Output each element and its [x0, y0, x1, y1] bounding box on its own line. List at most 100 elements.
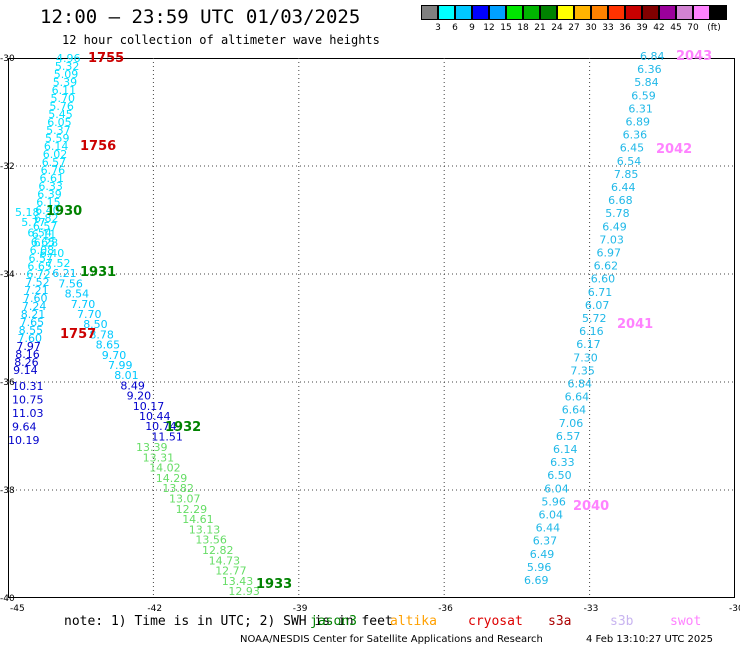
wave-height-label: 7.52 — [46, 257, 71, 270]
wave-height-label: 10.44 — [139, 410, 171, 423]
wave-height-label: 5.77 — [21, 216, 46, 229]
wave-height-label: 10.31 — [12, 380, 44, 393]
wave-height-label: 5.96 — [527, 561, 552, 574]
wave-height-label: 6.14 — [44, 140, 69, 153]
wave-height-label: 6.14 — [553, 443, 578, 456]
wave-height-label: 13.39 — [136, 441, 168, 454]
pass-time-label: 2042 — [656, 142, 692, 157]
wave-height-label: 5.37 — [46, 124, 71, 137]
legend-swatch — [574, 5, 591, 20]
wave-height-label: 6.54 — [27, 226, 52, 239]
wave-height-label: 14.02 — [149, 462, 181, 475]
legend-swatch — [693, 5, 710, 20]
wave-height-label: 5.72 — [582, 312, 607, 325]
x-tick-label: -36 — [438, 604, 453, 614]
wave-height-label: 9.70 — [102, 349, 127, 362]
legend-swatch — [489, 5, 506, 20]
legend-label: 27 — [568, 23, 580, 33]
pass-time-label: 1933 — [256, 577, 292, 592]
wave-height-label: 6.33 — [550, 456, 575, 469]
legend-swatch — [557, 5, 574, 20]
wave-height-label: 14.73 — [209, 554, 241, 567]
wave-height-label: 13.43 — [222, 575, 254, 588]
legend-label: 30 — [585, 23, 597, 33]
wave-height-label: 6.15 — [36, 196, 61, 209]
note-text: note: 1) Time is in UTC; 2) SWH is in fe… — [64, 614, 393, 629]
pass-time-label: 1757 — [60, 327, 96, 342]
wave-height-label: 6.49 — [530, 548, 555, 561]
wave-height-label: 6.84 — [640, 50, 665, 63]
wave-height-label: 7.70 — [77, 308, 102, 321]
wave-height-label: 6.07 — [585, 299, 610, 312]
wave-height-label: 7.06 — [559, 417, 584, 430]
credit-text: NOAA/NESDIS Center for Satellite Applica… — [240, 634, 543, 645]
legend-label: 36 — [619, 23, 631, 33]
wave-height-label: 6.59 — [631, 89, 656, 102]
wave-height-label: 6.40 — [35, 204, 60, 217]
wave-height-label: 6.36 — [637, 63, 662, 76]
wave-height-label: 7.99 — [108, 359, 133, 372]
satellite-name-altika: altika — [390, 614, 437, 629]
y-tick-label: -36 — [0, 378, 15, 388]
wave-height-label: 5.70 — [51, 92, 76, 105]
pass-time-label: 2040 — [573, 499, 609, 514]
wave-height-label: 6.57 — [42, 156, 66, 169]
legend-label: 12 — [483, 23, 495, 33]
wave-height-label: 6.31 — [628, 102, 653, 115]
legend-label: 9 — [469, 23, 475, 33]
legend-label: (ft) — [707, 23, 721, 33]
legend-swatch — [659, 5, 676, 20]
wave-height-label: 12.29 — [176, 503, 208, 516]
wave-height-label: 10.75 — [12, 394, 44, 407]
satellite-name-s3b: s3b — [610, 614, 634, 629]
wave-height-label: 5.09 — [54, 68, 79, 81]
legend-swatch — [591, 5, 608, 20]
legend-swatch — [608, 5, 625, 20]
wave-height-label: 7.56 — [58, 277, 83, 290]
wave-height-label: 6.11 — [32, 228, 57, 241]
wave-height-label: 6.50 — [547, 469, 572, 482]
wave-height-label: 6.28 — [34, 237, 59, 250]
wave-height-label: 6.72 — [26, 268, 51, 281]
wave-height-label: 6.08 — [30, 244, 54, 257]
wave-height-label: 6.76 — [41, 164, 66, 177]
wave-height-label: 5.76 — [49, 100, 74, 113]
legend-label: 70 — [687, 23, 699, 33]
y-tick-label: -38 — [0, 486, 15, 496]
wave-height-label: 11.51 — [151, 430, 183, 443]
legend-label: 39 — [636, 23, 648, 33]
wave-height-label: 7.97 — [16, 340, 41, 353]
legend-swatch — [625, 5, 642, 20]
wave-height-label: 7.52 — [25, 276, 50, 289]
wave-height-label: 5.59 — [45, 132, 70, 145]
wave-height-label: 8.21 — [21, 308, 46, 321]
satellite-name-cryosat: cryosat — [468, 614, 523, 629]
wave-height-label: 6.69 — [524, 574, 549, 587]
y-tick-label: -34 — [0, 270, 15, 280]
wave-height-label: 14.29 — [156, 472, 188, 485]
wave-height-label: 7.35 — [570, 364, 595, 377]
legend-label: 24 — [551, 23, 563, 33]
wave-height-label: 6.60 — [591, 273, 616, 286]
wave-height-label: 6.44 — [611, 181, 636, 194]
wave-height-label: 6.21 — [52, 267, 76, 280]
wave-height-label: 6.49 — [602, 220, 627, 233]
wave-height-label: 7.30 — [573, 351, 598, 364]
pass-time-label: 1756 — [80, 139, 116, 154]
wave-height-label: 5.96 — [541, 495, 566, 508]
legend-swatch — [523, 5, 540, 20]
y-tick-label: -30 — [0, 54, 15, 64]
wave-height-label: 5.32 — [55, 60, 80, 73]
map-plot-frame — [8, 58, 735, 598]
x-tick-label: -39 — [293, 604, 308, 614]
wave-height-label: 6.17 — [576, 338, 601, 351]
wave-height-label: 12.77 — [215, 565, 247, 578]
pass-time-label: 1755 — [88, 51, 124, 66]
y-tick-label: -32 — [0, 162, 15, 172]
pass-time-label: 2043 — [676, 49, 712, 64]
wave-height-label: 6.33 — [38, 180, 63, 193]
wave-height-label: 6.36 — [623, 129, 648, 142]
wave-height-label: 6.57 — [556, 430, 581, 443]
satellite-name-jason3: jason3 — [310, 614, 357, 629]
